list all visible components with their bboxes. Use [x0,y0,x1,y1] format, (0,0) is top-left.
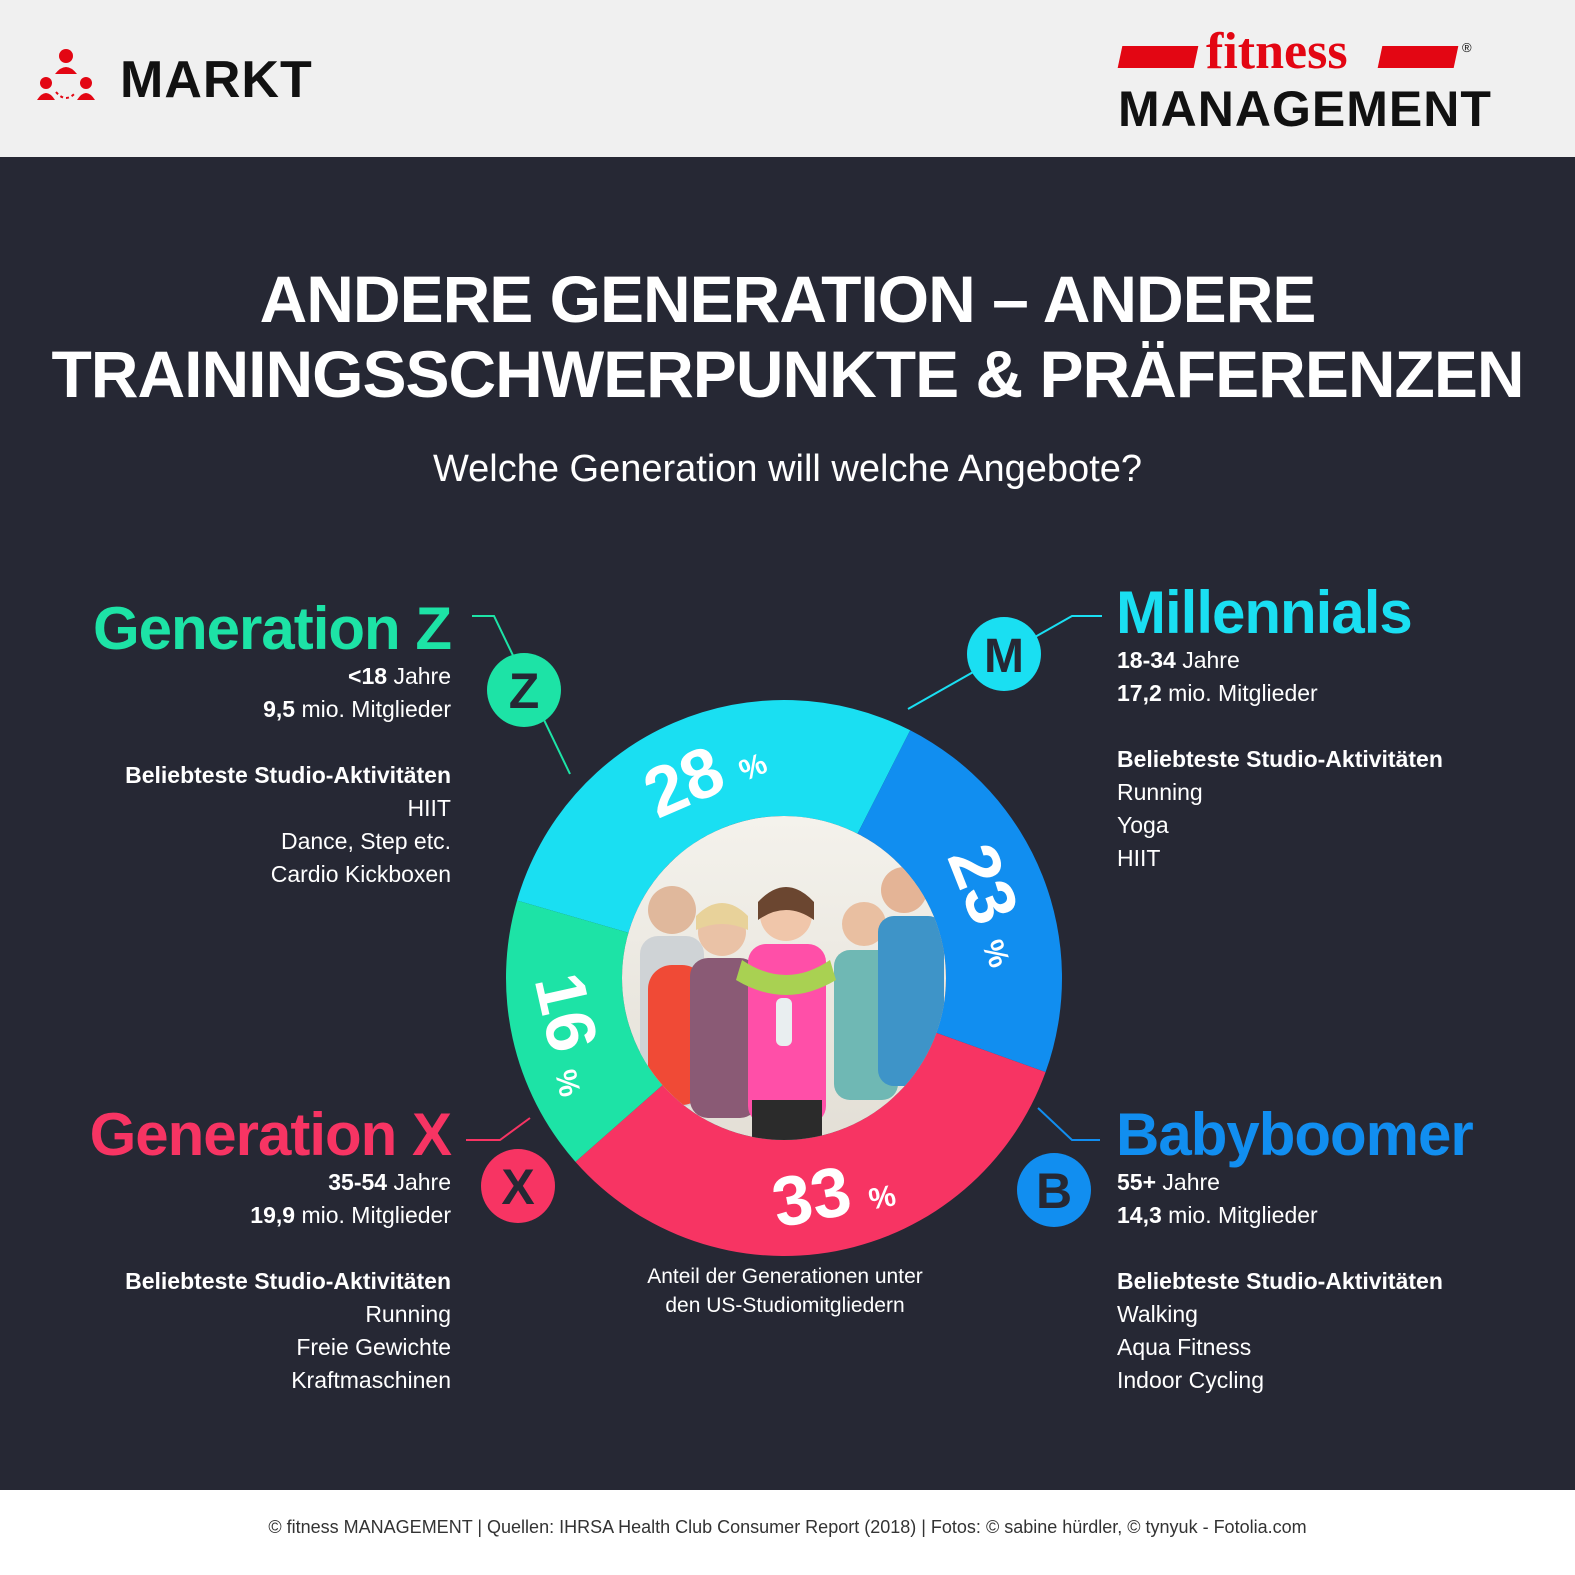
registered-mark: ® [1462,40,1472,55]
connector-m [907,615,1102,710]
svg-text:M: M [984,630,1024,683]
gen-z-activity: Dance, Step etc. [280,828,451,854]
brand-logo: fitness ® MANAGEMENT [1117,23,1491,137]
svg-text:Z: Z [509,663,540,719]
gen-z-name: Generation Z [92,595,452,662]
badge-m: M [967,617,1041,691]
donut-slices [506,700,1062,1256]
gen-z-activity: HIIT [407,795,451,821]
slice-millennials [517,700,911,933]
pct-unit: % [866,1179,898,1216]
gen-b-info: 55+ Jahre 14,3 mio. Mitglieder Beliebtes… [1117,1166,1443,1397]
gen-z-activity: Cardio Kickboxen [270,861,451,887]
gen-x-activity: Kraftmaschinen [291,1367,451,1393]
gen-b-name: Babyboomer [1116,1101,1474,1168]
gen-z-info: <18 Jahre 9,5 mio. Mitglieder Beliebtest… [125,660,451,891]
footer-bar [0,1490,1575,1575]
caption-line-1: Anteil der Generationen unter [647,1265,923,1288]
gen-x-activities-title: Beliebteste Studio-Aktivitäten [125,1268,451,1294]
gen-x-name: Generation X [89,1101,452,1168]
gen-z-age: <18 Jahre [348,663,451,689]
slice-babyboomer [857,730,1062,1073]
label-generation-x: 33% [766,1151,899,1242]
title-line-2: TRAININGSSCHWERPUNKTE & PRÄFERENZEN [51,337,1524,411]
badge-z: Z [487,653,561,727]
gen-b-activities-title: Beliebteste Studio-Aktivitäten [1117,1268,1443,1294]
gen-z-members: 9,5 mio. Mitglieder [263,696,451,722]
gen-x-members: 19,9 mio. Mitglieder [250,1202,451,1228]
people-network-icon [37,49,95,100]
donut-chart: 28 %23%33 %16% [466,615,1102,1256]
header-bar [0,0,1575,157]
connector-b [1037,1107,1100,1141]
gen-m-name: Millennials [1116,579,1413,646]
gen-x-info: 35-54 Jahre 19,9 mio. Mitglieder Beliebt… [125,1166,451,1397]
slice-generation-x [575,1032,1046,1256]
gen-m-info: 18-34 Jahre 17,2 mio. Mitglieder Beliebt… [1117,644,1443,875]
section-label: MARKT [120,51,313,109]
title-line-1: ANDERE GENERATION – ANDERE [259,262,1317,336]
gen-x-activity: Freie Gewichte [296,1334,451,1360]
pct-value: 16 [520,966,613,1059]
brand-top-text: fitness [1206,23,1348,80]
pct-value: 33 [766,1151,857,1242]
page-title: ANDERE GENERATION – ANDERE TRAININGSSCHW… [0,262,1575,412]
badge-b: B [1017,1153,1091,1227]
svg-text:B: B [1036,1163,1072,1219]
page-subtitle: Welche Generation will welche Angebote? [432,448,1143,490]
brand-bottom-text: MANAGEMENT [1118,81,1492,137]
connector-z [472,615,571,775]
gen-m-activity: Yoga [1117,812,1169,838]
gen-b-members: 14,3 mio. Mitglieder [1117,1202,1318,1228]
gen-b-activity: Aqua Fitness [1117,1334,1252,1360]
group-photo [622,816,946,1140]
connector-x [466,1117,531,1141]
badge-x: X [481,1149,555,1223]
svg-text:X: X [501,1159,534,1215]
gen-z-activities-title: Beliebteste Studio-Aktivitäten [125,762,451,788]
slice-generation-z [506,900,663,1162]
gen-b-activity: Walking [1117,1301,1198,1327]
gen-b-activity: Indoor Cycling [1117,1367,1265,1393]
gen-b-age: 55+ Jahre [1117,1169,1220,1195]
chart-caption: Anteil der Generationen unter den US-Stu… [620,1262,950,1320]
footer-credits: © fitness MANAGEMENT | Quellen: IHRSA He… [268,1517,1307,1537]
gen-m-activities-title: Beliebteste Studio-Aktivitäten [1117,746,1443,772]
gen-m-age: 18-34 Jahre [1117,647,1240,673]
gen-m-activity: Running [1117,779,1203,805]
gen-x-age: 35-54 Jahre [328,1169,451,1195]
caption-line-2: den US-Studiomitgliedern [665,1294,905,1317]
gen-x-activity: Running [365,1301,451,1327]
gen-m-activity: HIIT [1117,845,1161,871]
gen-m-members: 17,2 mio. Mitglieder [1117,680,1318,706]
